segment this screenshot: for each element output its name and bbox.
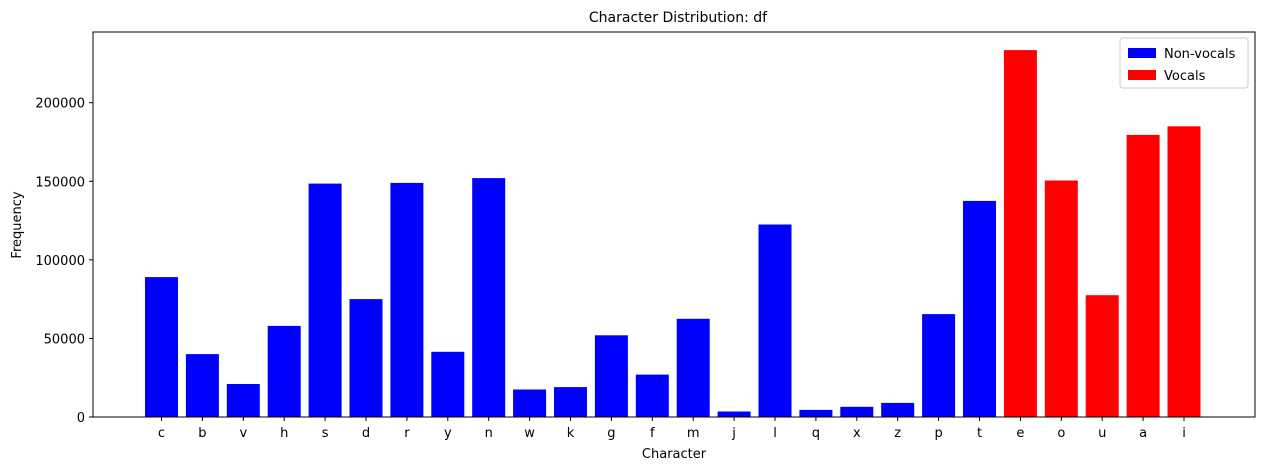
bar-t xyxy=(963,200,996,417)
legend: Non-vocals Vocals xyxy=(1119,37,1249,89)
bar-r xyxy=(390,182,424,417)
bar-a xyxy=(1126,134,1160,417)
legend-swatch xyxy=(1128,48,1156,58)
bar-y xyxy=(431,351,465,417)
x-tick-label: t xyxy=(977,426,982,441)
x-tick-label: k xyxy=(567,426,575,441)
bar-g xyxy=(594,335,628,417)
x-tick-label: w xyxy=(524,426,535,441)
y-axis-label: Frequency xyxy=(10,191,25,258)
y-axis-ticks: 0 50000 100000 150000 200000 xyxy=(35,97,93,426)
bar-h xyxy=(267,325,301,417)
bar-o xyxy=(1044,180,1078,417)
x-tick-label: b xyxy=(198,426,206,441)
y-tick-label: 0 xyxy=(77,411,85,426)
x-tick-label: g xyxy=(607,426,615,441)
bar-s xyxy=(308,183,342,417)
bar-w xyxy=(513,389,547,417)
x-tick-label: m xyxy=(687,426,700,441)
bar-e xyxy=(1003,50,1037,417)
x-tick-label: y xyxy=(444,426,452,441)
x-tick-label: d xyxy=(362,426,370,441)
bar-q xyxy=(799,409,833,417)
x-tick-label: s xyxy=(322,426,329,441)
bar-i xyxy=(1167,126,1201,418)
bar-j xyxy=(717,411,751,417)
bars-group xyxy=(145,50,1201,418)
y-tick-label: 100000 xyxy=(35,254,85,269)
legend-label: Vocals xyxy=(1164,69,1206,84)
bar-m xyxy=(676,318,710,417)
bar-p xyxy=(922,314,956,417)
y-tick-label: 150000 xyxy=(35,175,85,190)
x-tick-label: i xyxy=(1182,426,1186,441)
x-tick-label: x xyxy=(853,426,861,441)
x-tick-label: z xyxy=(894,426,901,441)
x-tick-label: j xyxy=(731,426,736,441)
plot-frame xyxy=(92,31,1256,418)
bar-x xyxy=(840,406,874,417)
x-tick-label: n xyxy=(485,426,493,441)
x-tick-label: o xyxy=(1057,426,1065,441)
y-tick-label: 50000 xyxy=(44,332,85,347)
chart-title: Character Distribution: df xyxy=(589,10,768,26)
x-tick-label: e xyxy=(1016,426,1024,441)
legend-label: Non-vocals xyxy=(1164,47,1236,62)
x-tick-label: r xyxy=(404,426,410,441)
bar-d xyxy=(349,299,383,417)
x-tick-label: h xyxy=(280,426,288,441)
x-tick-label: c xyxy=(158,426,165,441)
x-tick-label: a xyxy=(1139,426,1147,441)
bar-v xyxy=(226,384,260,417)
y-tick-label: 200000 xyxy=(35,97,85,112)
x-tick-label: v xyxy=(239,426,247,441)
x-axis-label: Character xyxy=(642,447,707,462)
bar-l xyxy=(758,224,792,417)
x-tick-label: f xyxy=(650,426,655,441)
bar-c xyxy=(145,277,178,417)
bar-u xyxy=(1085,295,1119,417)
bar-f xyxy=(635,374,669,417)
bar-z xyxy=(881,402,915,417)
bar-b xyxy=(185,354,219,417)
legend-swatch xyxy=(1128,70,1156,80)
bar-k xyxy=(554,387,587,417)
bar-n xyxy=(472,178,506,417)
x-tick-label: l xyxy=(773,426,777,441)
x-tick-label: p xyxy=(934,426,942,441)
x-tick-label: q xyxy=(812,426,820,441)
x-tick-label: u xyxy=(1098,426,1106,441)
